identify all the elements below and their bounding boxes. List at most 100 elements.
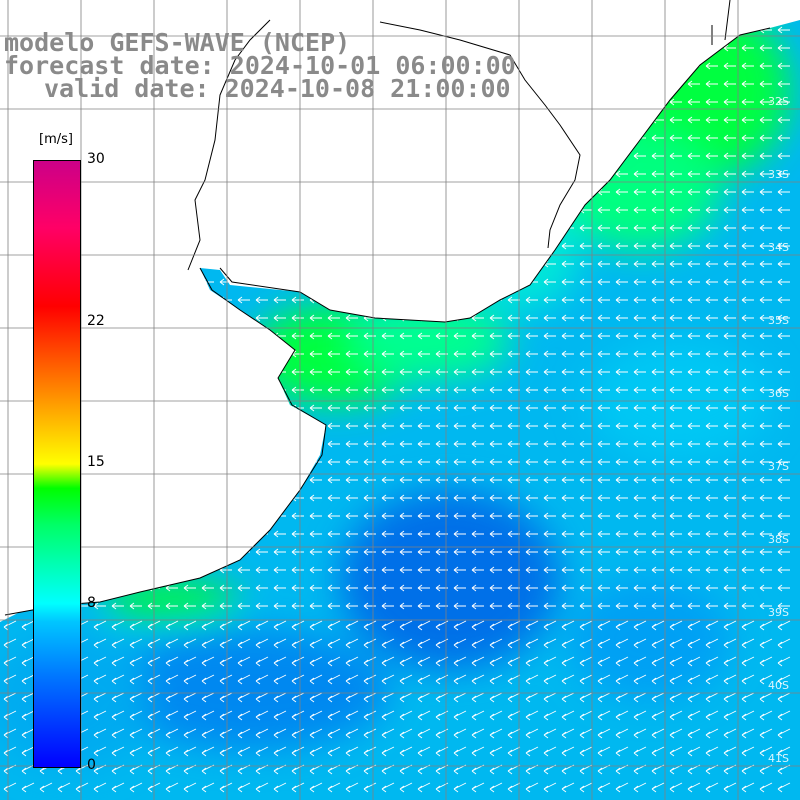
wind-arrow <box>183 620 197 631</box>
wind-arrow <box>741 584 754 592</box>
wind-arrow <box>579 692 593 703</box>
wind-arrow <box>291 782 305 793</box>
wind-arrow <box>399 224 412 232</box>
wind-arrow <box>183 116 196 124</box>
wind-arrow <box>723 728 737 739</box>
wind-arrow <box>489 458 502 466</box>
wind-arrow <box>759 440 772 448</box>
colorbar-tick-label: 8 <box>87 595 96 612</box>
wind-arrow <box>525 746 539 757</box>
wind-arrow <box>615 602 628 610</box>
wind-arrow <box>561 782 575 793</box>
wind-arrow <box>741 692 755 703</box>
wind-arrow <box>777 530 790 538</box>
wind-arrow <box>651 512 664 520</box>
wind-arrow <box>345 548 358 556</box>
wind-arrow <box>597 782 611 793</box>
wind-arrow <box>741 386 754 394</box>
wind-arrow <box>93 350 106 358</box>
wind-arrow <box>561 674 575 685</box>
wind-arrow <box>507 350 520 358</box>
wind-arrow <box>687 548 700 556</box>
wind-arrow <box>273 314 286 322</box>
wind-arrow <box>219 170 232 178</box>
wind-arrow <box>237 296 250 304</box>
wind-arrow <box>237 602 250 610</box>
wind-arrow <box>741 476 754 484</box>
wind-arrow <box>777 332 790 340</box>
wind-arrow <box>399 584 412 592</box>
wind-arrow <box>219 638 233 649</box>
wind-arrow <box>3 584 16 592</box>
wind-arrow <box>237 566 250 574</box>
wind-arrow <box>111 332 124 340</box>
wind-arrow <box>273 296 286 304</box>
wind-arrow <box>705 422 718 430</box>
wind-arrow <box>489 206 502 214</box>
wind-arrow <box>165 620 179 631</box>
wind-arrow <box>525 710 539 721</box>
wind-arrow <box>777 440 790 448</box>
wind-arrow <box>93 548 106 556</box>
wind-arrow <box>201 296 214 304</box>
wind-arrow <box>579 224 592 232</box>
wind-arrow <box>363 584 376 592</box>
wind-arrow <box>345 206 358 214</box>
wind-arrow <box>489 224 502 232</box>
wind-arrow <box>723 620 737 631</box>
wind-arrow <box>417 584 430 592</box>
wind-arrow <box>489 584 502 592</box>
wind-arrow <box>597 440 610 448</box>
wind-arrow <box>525 566 538 574</box>
wind-arrow <box>57 152 70 160</box>
wind-arrow <box>705 674 719 685</box>
wind-arrow <box>3 332 16 340</box>
wind-arrow <box>561 566 574 574</box>
wind-arrow <box>597 656 611 667</box>
wind-arrow <box>363 602 376 610</box>
wind-arrow <box>615 116 628 124</box>
wind-arrow <box>399 566 412 574</box>
wind-arrow <box>417 548 430 556</box>
wind-arrow <box>201 692 215 703</box>
wind-arrow <box>651 62 664 70</box>
wind-arrow <box>525 152 538 160</box>
latitude-label: 33S <box>768 168 789 181</box>
wind-arrow <box>309 332 322 340</box>
wind-arrow <box>381 260 394 268</box>
wind-arrow <box>273 548 286 556</box>
wind-arrow <box>327 728 341 739</box>
wind-arrow <box>309 710 323 721</box>
wind-arrow <box>273 242 286 250</box>
wind-arrow <box>129 782 143 793</box>
wind-arrow <box>471 134 484 142</box>
wind-arrow <box>291 692 305 703</box>
wind-arrow <box>255 314 268 322</box>
wind-arrow <box>741 728 755 739</box>
wind-arrow <box>237 728 251 739</box>
wind-arrow <box>471 188 484 196</box>
wind-arrow <box>273 206 286 214</box>
wind-arrow <box>273 278 286 286</box>
wind-arrow <box>525 170 538 178</box>
wind-arrow <box>237 476 250 484</box>
wind-arrow <box>165 350 178 358</box>
wind-arrow <box>327 332 340 340</box>
wind-arrow <box>219 440 232 448</box>
wind-arrow <box>759 224 772 232</box>
wind-arrow <box>363 782 377 793</box>
wind-arrow <box>507 422 520 430</box>
wind-arrow <box>651 404 664 412</box>
wind-arrow <box>669 710 683 721</box>
wind-arrow <box>489 386 502 394</box>
wind-arrow <box>21 620 35 631</box>
wind-arrow <box>615 44 628 52</box>
wind-arrow <box>705 494 718 502</box>
wind-arrow <box>489 404 502 412</box>
wind-arrow <box>417 638 431 649</box>
wind-arrow <box>219 512 232 520</box>
wind-arrow <box>3 710 17 721</box>
wind-arrow <box>381 476 394 484</box>
wind-arrow <box>651 530 664 538</box>
wind-arrow <box>165 494 178 502</box>
